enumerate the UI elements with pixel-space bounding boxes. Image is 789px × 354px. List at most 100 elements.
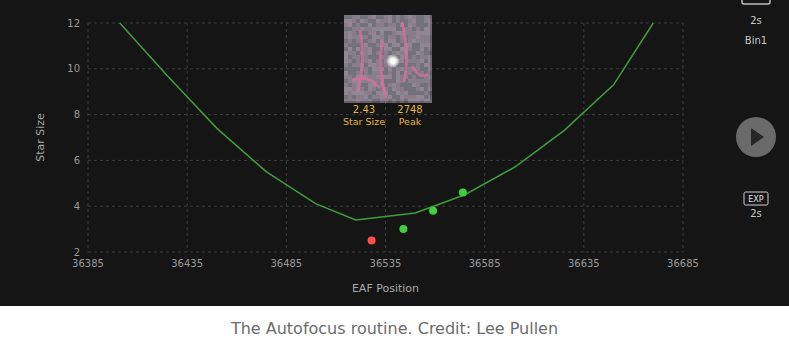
thumbnail-noise [412,39,416,43]
thumbnail-noise [396,35,400,39]
thumbnail-noise [368,95,372,99]
thumbnail-noise [356,39,360,43]
thumbnail-noise [412,43,416,47]
thumbnail-noise [364,27,368,31]
thumbnail-streak [381,40,386,98]
thumbnail-noise [396,51,400,55]
thumbnail-noise [412,79,416,83]
thumbnail-noise [372,91,376,95]
thumbnail-noise [412,91,416,95]
thumbnail-noise [388,23,392,27]
thumbnail-noise [352,95,356,99]
thumbnail-noise [412,99,416,103]
thumbnail-noise [348,23,352,27]
thumbnail-noise [372,59,376,63]
thumbnail-noise [368,23,372,27]
thumbnail-noise [380,27,384,31]
thumbnail-noise [384,23,388,27]
star-size-label: Star Size [343,116,385,127]
thumbnail-noise [380,15,384,19]
thumbnail-noise [428,59,432,63]
thumbnail-noise [420,35,424,39]
thumbnail-noise [396,23,400,27]
thumbnail-noise [352,15,356,19]
thumbnail-noise [344,15,348,19]
thumbnail-noise [344,99,348,103]
thumbnail-noise [368,87,372,91]
thumbnail-noise [420,99,424,103]
thumbnail-noise [424,39,428,43]
thumbnail-noise [344,31,348,35]
thumbnail-noise [348,19,352,23]
thumbnail-noise [428,75,432,79]
thumbnail-noise [388,87,392,91]
thumbnail-noise [376,35,380,39]
thumbnail-noise [344,51,348,55]
star [386,54,400,68]
thumbnail-noise [364,15,368,19]
thumbnail-noise [368,91,372,95]
thumbnail-noise [356,71,360,75]
thumbnail-noise [428,23,432,27]
thumbnail-noise [348,83,352,87]
exp-icon[interactable] [744,192,768,205]
thumbnail-noise [424,15,428,19]
thumbnail-noise [416,59,420,63]
top-icon[interactable] [742,0,770,4]
thumbnail-noise [348,55,352,59]
x-grid-line [88,23,89,252]
thumbnail-noise [368,35,372,39]
thumbnail-noise [428,51,432,55]
thumbnail-noise [372,47,376,51]
star-core [391,59,396,64]
thumbnail-noise [388,71,392,75]
focus-point [399,225,407,233]
thumbnail-noise [404,23,408,27]
thumbnail-noise [380,31,384,35]
thumbnail-background [344,15,430,101]
thumbnail-noise [348,27,352,31]
thumbnail-noise [368,99,372,103]
thumbnail-noise [388,47,392,51]
thumbnail-noise [416,55,420,59]
thumbnail-noise [368,83,372,87]
thumbnail-noise [344,27,348,31]
exposure-setting[interactable]: 2s [750,15,762,26]
grid [88,23,683,252]
screen-background [0,0,789,306]
thumbnail-noise [344,39,348,43]
thumbnail-noise [388,35,392,39]
x-grid-line [286,23,287,252]
play-button[interactable] [736,117,776,157]
thumbnail-noise [420,19,424,23]
thumbnail-noise [420,43,424,47]
thumbnail-noise [352,71,356,75]
thumbnail-noise [392,75,396,79]
x-grid-line [484,23,485,252]
thumbnail-noise [424,99,428,103]
thumbnail-noise [388,31,392,35]
binning-setting[interactable]: Bin1 [745,35,767,46]
x-tick-label: 36635 [568,258,600,269]
thumbnail-noise [364,39,368,43]
thumbnail-noise [352,59,356,63]
thumbnail-noise [392,91,396,95]
thumbnail-noise [428,79,432,83]
thumbnail-noise [412,55,416,59]
y-tick-label: 6 [74,155,80,166]
thumbnail-noise [360,19,364,23]
thumbnail-noise [412,27,416,31]
thumbnail-noise [360,95,364,99]
thumbnail-noise [364,67,368,71]
focus-point [459,188,467,196]
thumbnail-noise [420,15,424,19]
thumbnail-noise [368,27,372,31]
thumbnail-noise [360,99,364,103]
thumbnail-noise [428,71,432,75]
y-tick-label: 10 [67,63,80,74]
x-grid-line [683,23,684,252]
thumbnail-noise [420,79,424,83]
y-tick-label: 12 [67,18,80,29]
star-thumbnail [344,15,432,103]
thumbnail-noise [400,99,404,103]
